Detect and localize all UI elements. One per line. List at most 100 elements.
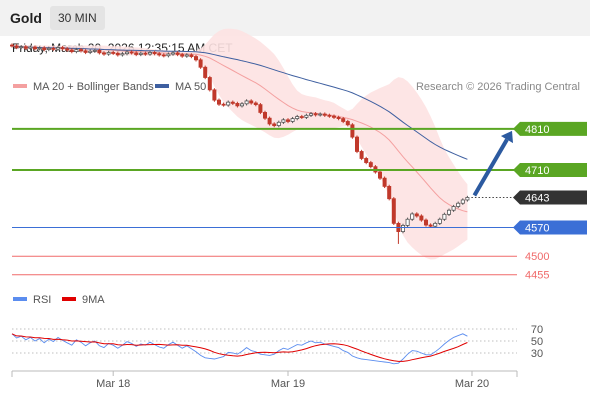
candle-body xyxy=(79,49,84,52)
candle-body xyxy=(51,47,56,50)
candle-body xyxy=(253,102,258,106)
candle-body xyxy=(433,222,438,227)
price-legend: MA 20 + Bollinger Bands MA 50 xyxy=(13,81,206,93)
rsi-legend-swatch xyxy=(13,297,27,301)
candle xyxy=(9,43,14,48)
candle xyxy=(138,51,143,57)
candle xyxy=(193,54,198,62)
candle-body xyxy=(221,103,226,106)
candle xyxy=(226,100,231,107)
candle-body xyxy=(9,44,14,47)
candle-body xyxy=(262,112,267,119)
candle xyxy=(120,52,125,57)
candle xyxy=(304,113,309,120)
level-label-4500: 4500 xyxy=(525,251,549,263)
ma50-legend-label: MA 50 xyxy=(175,81,206,93)
candle xyxy=(391,197,396,226)
candle xyxy=(184,53,189,58)
candle xyxy=(239,102,244,108)
candle xyxy=(437,217,442,226)
candle-body xyxy=(166,53,171,57)
candle xyxy=(410,212,415,221)
candle xyxy=(230,100,235,106)
candle-body xyxy=(143,52,148,55)
candle xyxy=(83,49,88,55)
ma20-legend-label: MA 20 + Bollinger Bands xyxy=(33,81,154,93)
candle-body xyxy=(331,115,336,118)
candle-body xyxy=(308,113,313,116)
candle-body xyxy=(290,118,295,122)
candle xyxy=(46,46,51,52)
candle xyxy=(350,123,355,139)
candle-body xyxy=(364,158,369,163)
candle xyxy=(262,110,267,120)
candle-body xyxy=(170,52,175,55)
candle xyxy=(267,116,272,126)
candle xyxy=(23,45,28,50)
candle-body xyxy=(345,121,350,126)
candle-body xyxy=(281,119,286,123)
candle-body xyxy=(354,136,359,152)
candle-body xyxy=(419,215,424,221)
candle xyxy=(212,88,217,102)
candle xyxy=(414,212,419,218)
level-label-4643: 4643 xyxy=(525,192,549,204)
candle-body xyxy=(313,113,318,116)
candle-body xyxy=(189,54,194,57)
candle xyxy=(166,52,171,58)
instrument-title: Gold xyxy=(10,10,42,26)
timeframe-button[interactable]: 30 MIN xyxy=(50,6,105,30)
candle-body xyxy=(382,177,387,187)
candle xyxy=(88,49,93,55)
candle xyxy=(285,118,290,124)
level-label-4455: 4455 xyxy=(525,270,549,282)
candle xyxy=(253,101,258,107)
candle-body xyxy=(451,206,456,211)
candle-body xyxy=(120,53,125,56)
candle xyxy=(345,119,350,127)
candle xyxy=(400,223,405,234)
candle-body xyxy=(235,102,240,107)
candle-body xyxy=(193,56,198,61)
candle xyxy=(203,65,208,80)
level-tag-4643 xyxy=(513,190,587,205)
ma50-legend-swatch xyxy=(155,84,169,88)
candle xyxy=(331,114,336,120)
candle-body xyxy=(74,49,79,53)
ma9-legend-label: 9MA xyxy=(82,294,105,306)
price-levels: 4810 4710 4643 4570 4500 4455 xyxy=(12,121,587,282)
ma9-legend-swatch xyxy=(62,297,76,301)
candle-body xyxy=(97,49,102,54)
candle xyxy=(299,114,304,120)
candle xyxy=(115,51,120,57)
candle xyxy=(69,48,74,54)
candle xyxy=(143,51,148,56)
candle xyxy=(341,116,346,124)
candle-body xyxy=(327,114,332,117)
level-tag-4810 xyxy=(513,121,587,136)
candle-body xyxy=(336,116,341,119)
x-tick-label: Mar 18 xyxy=(96,378,130,390)
candle-body xyxy=(387,185,392,200)
level-tag-4710 xyxy=(513,162,587,177)
rsi-tick-50: 50 xyxy=(531,336,543,348)
candle xyxy=(170,51,175,56)
candle xyxy=(161,53,166,58)
candle-body xyxy=(147,52,152,55)
candle-body xyxy=(318,113,323,116)
forecast-arrow-head xyxy=(500,130,514,144)
x-tick-label: Mar 19 xyxy=(271,378,305,390)
candle-body xyxy=(377,171,382,179)
candle xyxy=(235,101,240,108)
candle-body xyxy=(405,218,410,226)
candle-body xyxy=(322,113,327,116)
candle xyxy=(244,99,249,106)
level-label-4810: 4810 xyxy=(525,124,549,136)
candle-body xyxy=(23,46,28,49)
candle-body xyxy=(175,52,180,55)
candle-body xyxy=(446,209,451,215)
candle-body xyxy=(198,59,203,68)
candle-body xyxy=(33,46,38,50)
candle xyxy=(51,46,56,51)
